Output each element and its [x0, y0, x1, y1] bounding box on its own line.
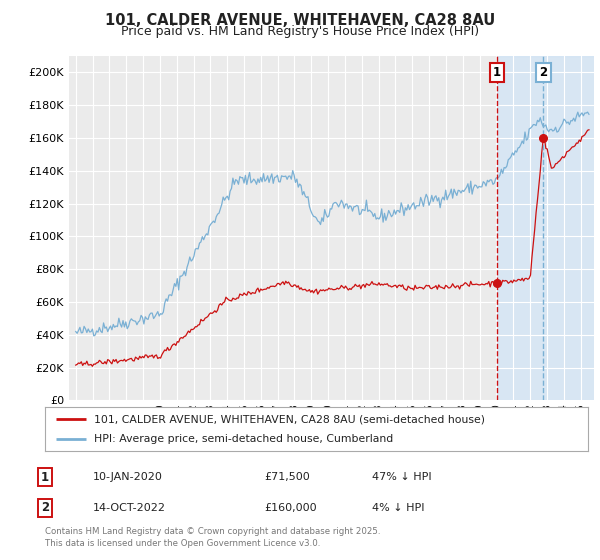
Text: 101, CALDER AVENUE, WHITEHAVEN, CA28 8AU (semi-detached house): 101, CALDER AVENUE, WHITEHAVEN, CA28 8AU…	[94, 414, 485, 424]
Text: 10-JAN-2020: 10-JAN-2020	[93, 472, 163, 482]
Text: 4% ↓ HPI: 4% ↓ HPI	[372, 503, 425, 513]
Text: £71,500: £71,500	[264, 472, 310, 482]
Text: 2: 2	[539, 66, 547, 79]
Text: 14-OCT-2022: 14-OCT-2022	[93, 503, 166, 513]
Text: 2: 2	[41, 501, 49, 515]
Text: 1: 1	[493, 66, 501, 79]
Bar	[497, 56, 598, 400]
Text: 47% ↓ HPI: 47% ↓ HPI	[372, 472, 431, 482]
Text: 1: 1	[41, 470, 49, 484]
Text: HPI: Average price, semi-detached house, Cumberland: HPI: Average price, semi-detached house,…	[94, 435, 393, 445]
Text: Price paid vs. HM Land Registry's House Price Index (HPI): Price paid vs. HM Land Registry's House …	[121, 25, 479, 38]
Text: 101, CALDER AVENUE, WHITEHAVEN, CA28 8AU: 101, CALDER AVENUE, WHITEHAVEN, CA28 8AU	[105, 13, 495, 27]
Text: Contains HM Land Registry data © Crown copyright and database right 2025.
This d: Contains HM Land Registry data © Crown c…	[45, 527, 380, 548]
Text: £160,000: £160,000	[264, 503, 317, 513]
